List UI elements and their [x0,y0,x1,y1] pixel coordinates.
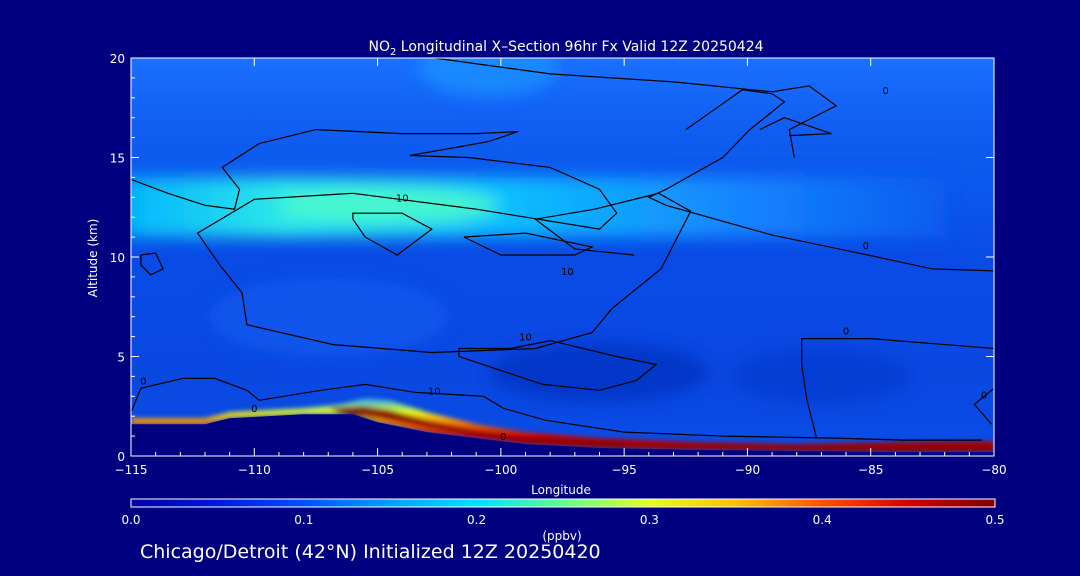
contour-upper-inner [352,212,433,256]
contour-label: 0 [500,432,506,443]
contour-label: 0 [843,327,849,338]
mid-low-region-east [731,348,912,405]
contour-lower-east [801,338,994,439]
contour-label: 0 [981,390,987,401]
surface-no2-core [328,406,625,447]
x-axis: −115 −110 −105 −100 −95 −90 −85 −80 [115,58,1007,477]
colorbar-ramp [130,498,996,508]
upper-top-plume [418,58,559,96]
x-tick-label: −100 [484,463,517,477]
x-tick-label: −110 [238,463,271,477]
y-tick-label: 0 [117,450,125,464]
x-tick-label: −115 [115,463,148,477]
contour-label: 10 [519,333,532,344]
contour-label: 0 [863,241,869,252]
contour-label: 10 [561,267,574,278]
contour-label: 0 [882,86,888,97]
contour-top-right-loop [759,117,832,137]
footer-caption: Chicago/Detroit (42°N) Initialized 12Z 2… [140,541,601,563]
contour-east-edge [973,387,994,425]
surface-layer-shading [131,398,994,452]
colorbar-label: (ppbv) [542,529,581,543]
x-tick-label: −80 [981,463,1006,477]
contour-labels: 0 0 0 0 0 0 0 10 10 10 10 [140,86,987,443]
y-tick-label: 15 [110,152,125,166]
contour-upper-outer [131,128,692,354]
colorbar-tick-label: 0.2 [467,513,486,527]
colorbar-tick-label: 0.1 [294,513,313,527]
plot-area: 0 0 0 0 0 0 0 10 10 10 10 [131,58,994,456]
colorbar-ticks: 0.0 0.1 0.2 0.3 0.4 0.5 [121,513,1004,527]
chart-title: NO2 Longitudinal X–Section 96hr Fx Valid… [368,39,763,58]
x-tick-label: −90 [735,463,760,477]
contour-label: 0 [140,376,146,387]
y-axis-label: Altitude (km) [86,219,100,298]
colorbar-tick-label: 0.0 [121,513,140,527]
x-axis-label: Longitude [531,483,591,497]
upper-layer-core [279,187,500,224]
x-tick-label: −105 [361,463,394,477]
mid-high-region [208,276,449,357]
terrain-mask [131,414,994,456]
contour-center-ring [463,232,594,256]
contour-lower-west [131,377,982,441]
y-tick-label: 5 [117,351,125,365]
y-axis: 0 5 10 15 20 [110,52,994,464]
contour-label: 10 [428,386,441,397]
contour-label: 10 [396,193,409,204]
x-tick-label: −85 [858,463,883,477]
contour-lines [131,58,994,441]
upper-layer-band [131,177,945,238]
y-tick-label: 20 [110,52,125,66]
contour-label: 0 [251,404,257,415]
contour-upper-right [647,89,994,272]
colorbar-tick-label: 0.5 [985,513,1004,527]
colorbar-tick-label: 0.3 [640,513,659,527]
y-tick-label: 10 [110,251,125,265]
no2-field-shading [131,58,945,405]
colorbar-tick-label: 0.4 [813,513,832,527]
x-tick-label: −95 [611,463,636,477]
colorbar: 0.0 0.1 0.2 0.3 0.4 0.5 (ppbv) [121,498,1005,543]
contour-mid-loop [458,339,658,391]
contour-top-ribbon [434,58,838,158]
mid-low-region [489,342,710,403]
contour-west-blob [140,252,164,276]
